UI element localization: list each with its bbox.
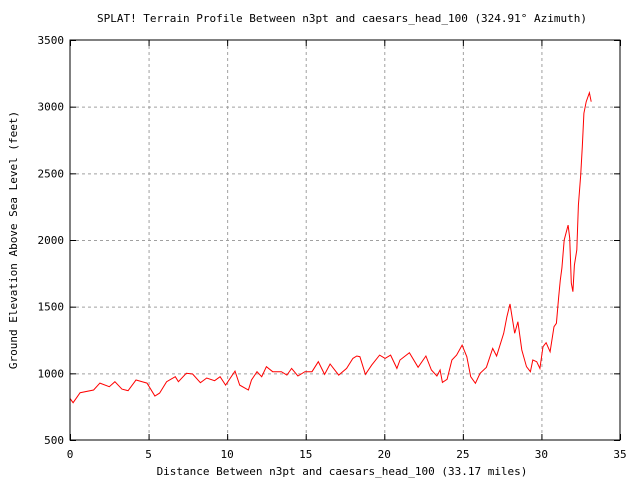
terrain-profile-line [69, 90, 592, 404]
y-tick-label: 3000 [38, 101, 65, 114]
axis-ticks: 0 5 10 15 20 25 30 35 500 1000 1500 2000 2500 3000 350… [38, 34, 627, 461]
grid [70, 40, 620, 440]
x-tick-label: 15 [299, 448, 312, 461]
x-axis-label: Distance Between n3pt and caesars_head_1… [157, 465, 528, 478]
y-tick-label: 1000 [38, 367, 65, 380]
y-tick-label: 2500 [38, 167, 65, 180]
x-tick-label: 5 [145, 448, 152, 461]
x-tick-label: 10 [221, 448, 234, 461]
chart-title: SPLAT! Terrain Profile Between n3pt and … [97, 12, 587, 25]
x-tick-label: 30 [535, 448, 548, 461]
y-axis-label: Ground Elevation Above Sea Level (feet) [7, 111, 20, 369]
y-tick-label: 2000 [38, 234, 65, 247]
series-layer [69, 90, 592, 404]
y-tick-label: 500 [44, 434, 64, 447]
x-tick-label: 20 [378, 448, 391, 461]
y-tick-label: 1500 [38, 301, 65, 314]
plot-frame [69, 39, 621, 441]
x-tick-label: 0 [67, 448, 74, 461]
x-tick-label: 25 [456, 448, 469, 461]
x-tick-label: 35 [613, 448, 626, 461]
y-tick-label: 3500 [38, 34, 65, 47]
